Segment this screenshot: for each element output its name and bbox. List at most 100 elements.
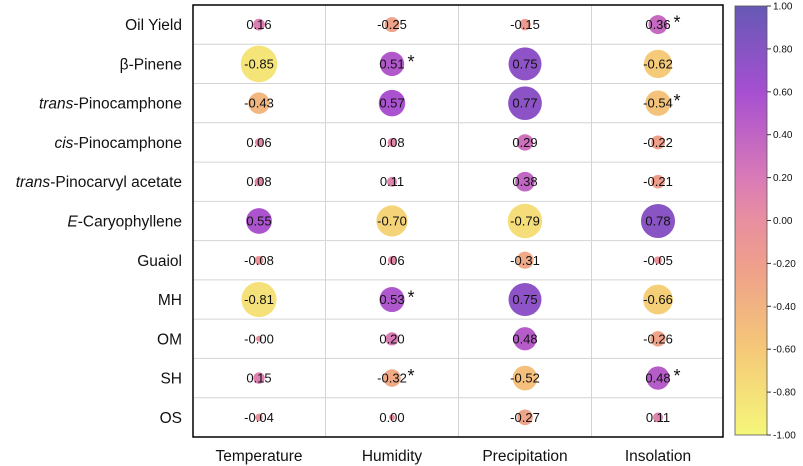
bubble xyxy=(650,331,666,347)
value-label: 0.48 xyxy=(645,371,670,386)
row-label: E-Caryophyllene xyxy=(67,213,182,230)
colorbar-tick-label: -1.00 xyxy=(773,431,796,442)
bubble xyxy=(253,18,265,31)
row-label: cis-Pinocamphone xyxy=(54,135,182,152)
value-label: -0.05 xyxy=(643,253,673,268)
bubble xyxy=(508,47,542,81)
plot-frame xyxy=(192,4,724,438)
bubble xyxy=(513,327,537,351)
value-label: -0.15 xyxy=(510,17,540,32)
row-label-text: OM xyxy=(157,331,182,348)
bubble xyxy=(653,412,663,423)
bubble xyxy=(376,205,408,237)
row-label-text: SH xyxy=(160,371,182,388)
value-label: -0.32 xyxy=(377,371,407,386)
value-label: 0.00 xyxy=(379,410,404,425)
bubble xyxy=(387,256,397,265)
value-label: -0.66 xyxy=(643,292,673,307)
significance-star: * xyxy=(673,366,680,386)
bubble xyxy=(379,51,405,77)
row-label-italic: trans xyxy=(16,174,51,191)
row-label-text: -Pinocamphone xyxy=(73,96,182,113)
bubble xyxy=(384,17,400,33)
bubble xyxy=(248,92,270,114)
bubble xyxy=(254,138,264,147)
row-label: Oil Yield xyxy=(125,17,182,34)
value-label: -0.70 xyxy=(377,213,407,228)
colorbar-tick-label: 0.00 xyxy=(773,216,793,227)
value-label: -0.27 xyxy=(510,410,540,425)
value-label: 0.75 xyxy=(512,56,537,71)
row-label-text: -Caryophyllene xyxy=(78,213,182,230)
value-label: 0.06 xyxy=(246,135,271,150)
bubble xyxy=(507,203,543,239)
bubble xyxy=(640,203,676,239)
value-label: -0.22 xyxy=(643,135,673,150)
row-label: MH xyxy=(158,292,182,309)
value-label: -0.08 xyxy=(244,253,274,268)
bubble xyxy=(515,171,535,192)
row-label: Guaiol xyxy=(137,253,182,270)
bubble xyxy=(253,372,265,384)
bubble xyxy=(256,335,262,342)
row-label-italic: cis xyxy=(54,135,73,152)
bubble xyxy=(512,365,538,391)
bubble xyxy=(648,15,668,35)
colorbar-tick-label: 0.80 xyxy=(773,44,793,55)
bubble xyxy=(508,283,542,317)
column-label: Precipitation xyxy=(482,448,567,465)
row-label: β-Pinene xyxy=(120,56,182,73)
row-label: OS xyxy=(160,410,182,427)
significance-star: * xyxy=(407,288,414,308)
value-label: 0.29 xyxy=(512,135,537,150)
bubble xyxy=(646,366,670,390)
column-label: Humidity xyxy=(362,448,423,465)
value-label: -0.26 xyxy=(643,331,673,346)
bubble xyxy=(654,256,662,265)
bubble xyxy=(383,369,401,387)
value-label: 0.11 xyxy=(380,174,404,189)
bubble xyxy=(387,138,397,147)
row-label-italic: E xyxy=(67,213,78,230)
value-label: 0.55 xyxy=(246,213,271,228)
significance-star: * xyxy=(407,366,414,386)
colorbar-gradient xyxy=(734,5,768,436)
row-label: OM xyxy=(157,331,182,348)
column-labels: Temperature Humidity Precipitation Insolati… xyxy=(215,448,691,465)
value-label: -0.21 xyxy=(643,174,673,189)
row-label-text: MH xyxy=(158,292,182,309)
bubble xyxy=(389,414,395,421)
value-label: -0.31 xyxy=(510,253,540,268)
value-label: -0.43 xyxy=(244,96,274,111)
row-label-text: Oil Yield xyxy=(125,17,182,34)
colorbar-tick-label: 0.40 xyxy=(773,130,793,141)
value-label: 0.08 xyxy=(379,135,404,150)
bubble xyxy=(645,90,671,116)
bubble xyxy=(651,135,665,150)
significance-star: * xyxy=(673,91,680,111)
colorbar: 1.00 0.80 0.60 0.40 0.20 0.00 -0.20 -0.40 -0.60 -… xyxy=(734,2,796,442)
grid-lines xyxy=(193,5,723,437)
significance-star: * xyxy=(407,52,414,72)
value-label: -0.04 xyxy=(244,410,274,425)
colorbar-tick-label: 1.00 xyxy=(773,2,793,13)
value-label: 0.51 xyxy=(379,56,404,71)
row-label-text: OS xyxy=(160,410,182,427)
bubble xyxy=(241,281,277,318)
bubble xyxy=(517,409,533,426)
significance-star: * xyxy=(673,13,680,33)
value-label: 0.06 xyxy=(379,253,404,268)
value-label: 0.77 xyxy=(512,96,537,111)
bubble xyxy=(516,251,534,269)
value-label: 0.78 xyxy=(645,213,670,228)
value-label: 0.16 xyxy=(246,17,271,32)
bubble xyxy=(254,255,264,265)
bubble xyxy=(516,134,534,151)
value-label: -0.81 xyxy=(244,292,274,307)
value-label: -0.25 xyxy=(377,17,407,32)
value-label: 0.38 xyxy=(512,174,537,189)
row-label-text: β-Pinene xyxy=(120,56,182,73)
value-label: -0.62 xyxy=(643,56,673,71)
row-labels: Oil Yield β-Pinene trans -Pinocamphone cis-P… xyxy=(16,17,182,427)
